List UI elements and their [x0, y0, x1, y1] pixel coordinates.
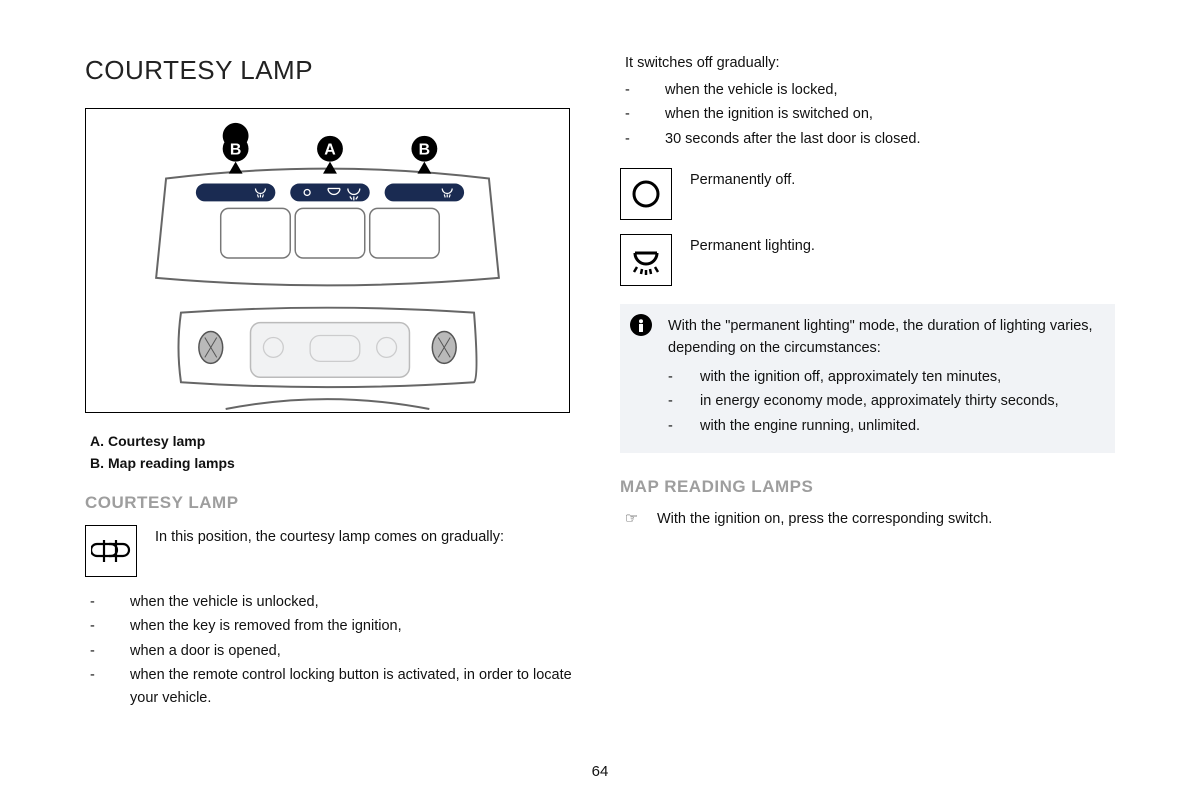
diagram-legend: A.Courtesy lamp B.Map reading lamps	[90, 433, 580, 471]
courtesy-on-list: when the vehicle is unlocked, when the k…	[90, 591, 580, 709]
info-lead: With the "permanent lighting" mode, the …	[668, 316, 1099, 360]
list-item: when the remote control locking button i…	[90, 664, 580, 709]
courtesy-intro: In this position, the courtesy lamp come…	[155, 525, 504, 547]
callout-b-right: B	[411, 136, 437, 174]
info-list: with the ignition off, approximately ten…	[668, 366, 1099, 437]
page-title: COURTESY LAMP	[85, 55, 580, 86]
auto-door-icon	[85, 525, 137, 577]
callout-b-left: B	[223, 123, 249, 174]
map-reading-subhead: MAP READING LAMPS	[620, 477, 1115, 497]
map-reading-instruction: With the ignition on, press the correspo…	[625, 509, 1115, 531]
perm-off-label: Permanently off.	[690, 168, 795, 190]
courtesy-lamp-diagram: B A B	[85, 108, 570, 413]
list-item: when the key is removed from the ignitio…	[90, 615, 580, 637]
list-item: when a door is opened,	[90, 640, 580, 662]
page-number: 64	[0, 763, 1200, 780]
list-item: when the vehicle is locked,	[625, 79, 1115, 101]
list-item: in energy economy mode, approximately th…	[668, 390, 1099, 412]
diagram-svg: B A B	[86, 109, 569, 412]
svg-text:B: B	[419, 142, 430, 159]
svg-text:A: A	[324, 142, 336, 159]
courtesy-auto-position: In this position, the courtesy lamp come…	[85, 525, 580, 577]
legend-item-b: B.Map reading lamps	[90, 455, 580, 471]
list-item: when the ignition is switched on,	[625, 103, 1115, 125]
permanently-off-row: Permanently off.	[620, 168, 1115, 220]
svg-text:B: B	[230, 142, 241, 159]
lamp-on-icon	[620, 234, 672, 286]
switch-off-intro: It switches off gradually:	[625, 55, 1115, 71]
permanent-lighting-row: Permanent lighting.	[620, 234, 1115, 286]
list-item: 30 seconds after the last door is closed…	[625, 128, 1115, 150]
list-item: with the engine running, unlimited.	[668, 415, 1099, 437]
info-icon	[630, 314, 652, 336]
courtesy-lamp-subhead: COURTESY LAMP	[85, 493, 580, 513]
perm-on-label: Permanent lighting.	[690, 234, 815, 256]
legend-item-a: A.Courtesy lamp	[90, 433, 580, 449]
list-item: with the ignition off, approximately ten…	[668, 366, 1099, 388]
info-callout: With the "permanent lighting" mode, the …	[620, 304, 1115, 453]
switch-off-list: when the vehicle is locked, when the ign…	[625, 79, 1115, 150]
circle-off-icon	[620, 168, 672, 220]
list-item: when the vehicle is unlocked,	[90, 591, 580, 613]
